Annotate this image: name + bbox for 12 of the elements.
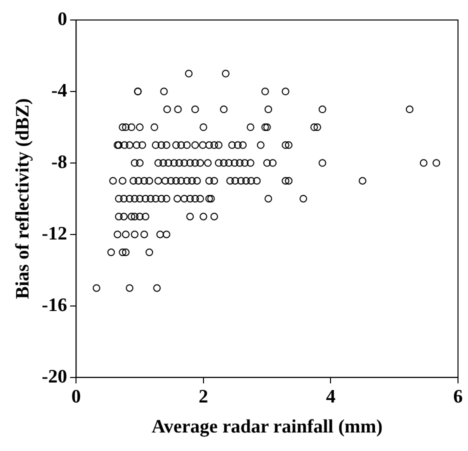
x-tick-label: 4	[326, 386, 336, 408]
x-axis-title: Average radar rainfall (mm)	[152, 416, 383, 438]
y-tick-label: -8	[51, 152, 68, 173]
x-tick-label: 0	[71, 386, 81, 408]
x-tick-label: 2	[198, 386, 208, 408]
y-tick-label: -4	[51, 80, 68, 102]
x-tick-label: 6	[453, 386, 463, 408]
y-tick-label: -20	[42, 366, 68, 388]
y-axis-title: Bias of reflectivity (dBZ)	[12, 98, 34, 300]
y-tick-label: 0	[58, 8, 68, 30]
y-tick-label: -12	[42, 223, 68, 244]
y-tick-label: -16	[42, 294, 68, 316]
